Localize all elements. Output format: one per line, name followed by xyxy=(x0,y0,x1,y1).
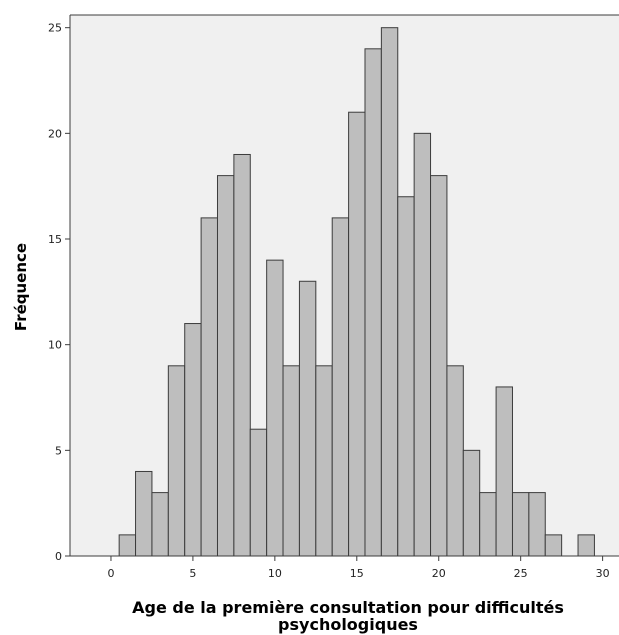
histogram-bar xyxy=(397,196,415,557)
histogram-bar xyxy=(462,449,481,557)
histogram-bar xyxy=(544,534,563,557)
y-ticks-group: 0 5 10 15 20 25 xyxy=(48,22,70,563)
x-tick-label: 15 xyxy=(350,567,364,580)
histogram-bar xyxy=(413,132,432,557)
histogram-bar xyxy=(282,365,300,557)
y-axis-title: Fréquence xyxy=(12,243,30,331)
histogram-bar xyxy=(118,534,137,557)
histogram-bar xyxy=(380,27,399,557)
x-axis-title-line-1: Age de la première consultation pour dif… xyxy=(132,598,564,617)
bars-group xyxy=(118,27,595,557)
histogram-bar xyxy=(511,492,530,557)
histogram-bar xyxy=(446,365,464,557)
y-tick-label: 15 xyxy=(48,233,62,246)
y-tick-label: 10 xyxy=(48,339,62,352)
histogram-bar xyxy=(577,534,595,557)
y-tick-label: 5 xyxy=(55,444,62,457)
y-tick-label: 20 xyxy=(48,127,62,140)
histogram-bar xyxy=(364,48,382,557)
x-axis-title-line-2: psychologiques xyxy=(278,615,418,634)
histogram-bar xyxy=(528,492,546,557)
histogram-bar xyxy=(249,428,268,557)
y-tick-label: 0 xyxy=(55,550,62,563)
histogram-bar xyxy=(495,386,513,557)
x-tick-label: 0 xyxy=(107,567,114,580)
x-tick-label: 30 xyxy=(596,567,610,580)
x-tick-label: 10 xyxy=(268,567,282,580)
histogram-bar xyxy=(430,175,448,557)
histogram-bar xyxy=(200,217,218,557)
histogram-bar xyxy=(315,365,333,557)
x-ticks-group: 0 5 10 15 20 25 30 xyxy=(107,556,610,580)
histogram-bar xyxy=(266,259,284,557)
histogram-bar xyxy=(348,111,366,557)
histogram-bar xyxy=(331,217,350,557)
y-tick-label: 25 xyxy=(48,22,62,35)
histogram-bar xyxy=(298,280,317,557)
histogram-bar xyxy=(233,153,251,557)
x-tick-label: 25 xyxy=(514,567,528,580)
histogram-bar xyxy=(151,492,169,557)
histogram-bar xyxy=(479,492,497,557)
histogram-bar xyxy=(184,323,202,557)
x-tick-label: 5 xyxy=(189,567,196,580)
histogram-bar xyxy=(135,470,153,557)
x-tick-label: 20 xyxy=(432,567,446,580)
histogram-bar xyxy=(167,365,186,557)
histogram-bar xyxy=(216,175,235,557)
